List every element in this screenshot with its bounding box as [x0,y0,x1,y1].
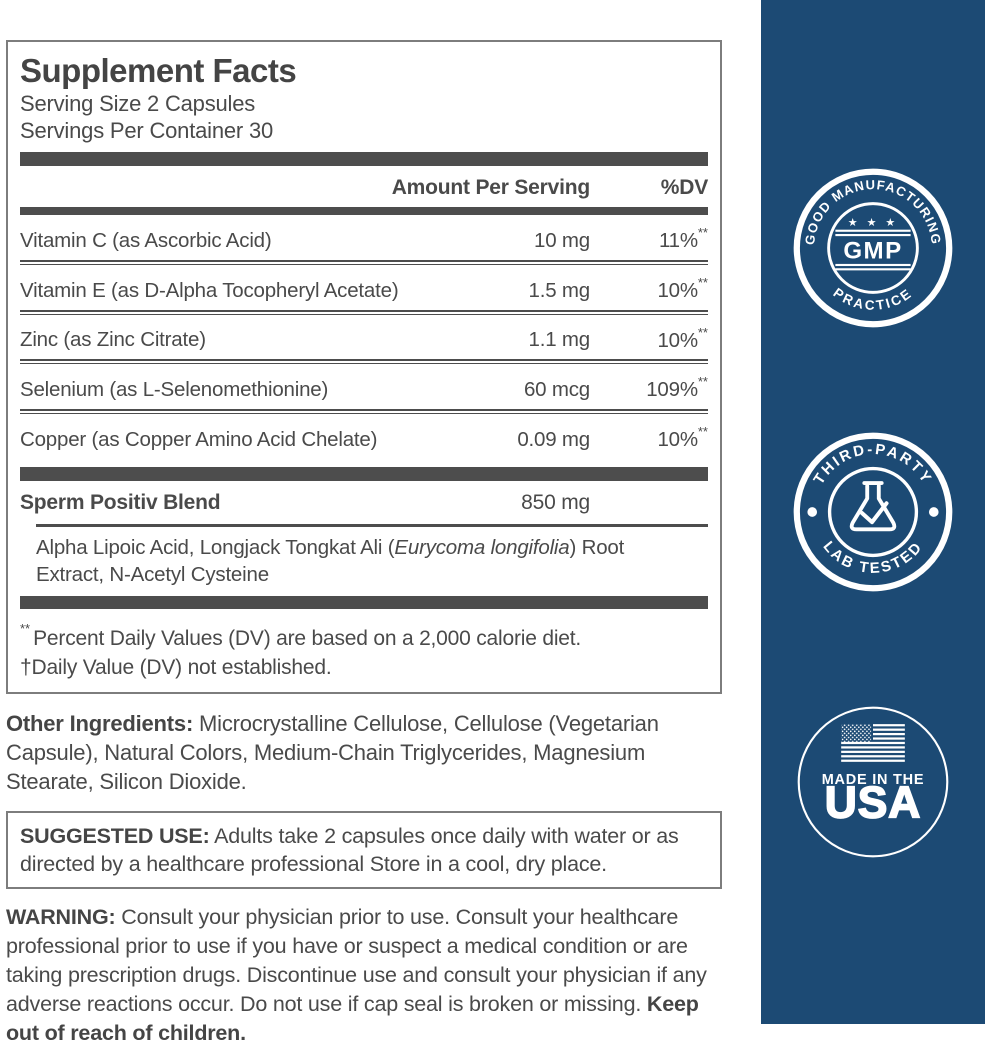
badge-outer-ring [793,168,953,328]
table-row: Vitamin E (as D-Alpha Tocopheryl Acetate… [20,265,708,310]
nutrient-amount: 0.09 mg [517,428,590,452]
gmp-rule [835,229,911,232]
row-separator [20,409,708,415]
divider-bar-thick [20,152,708,166]
other-ingredients-label: Other Ingredients: [6,711,194,737]
serving-size: Serving Size 2 Capsules [20,91,256,116]
nutrient-dv: 10%** [590,322,708,354]
nutrient-amount: 10 mg [534,228,590,252]
us-flag-icon [841,724,905,762]
nutrient-amount: 60 mcg [523,378,590,402]
dv-note: ** [697,225,708,240]
nutrient-name: Vitamin E (as D-Alpha Tocopheryl Acetate… [20,278,399,302]
blend-ingredients-latin: Eurycoma longifolia [394,536,570,560]
column-header-amount: Amount Per Serving [391,176,590,199]
lab-tested-badge: THIRD-PARTY LAB TESTED [791,430,955,594]
warning: WARNING: Consult your physician prior to… [6,903,736,1048]
table-row: Zinc (as Zinc Citrate) 1.1 mg 10%** [20,315,708,360]
dot-right [928,507,939,517]
nutrient-dv: 10%** [590,421,708,453]
dv-value: 10% [657,278,698,302]
divider-bar-thick [20,467,708,482]
suggested-use-box: SUGGESTED USE: Adults take 2 capsules on… [6,811,722,890]
badge-outer-ring [797,706,949,858]
nutrient-amount: 1.1 mg [528,328,591,352]
made-in-usa-badge-icon: MADE IN THE USA [797,706,949,858]
usa-line1-text: MADE IN THE [822,772,925,788]
dv-value: 109% [646,378,698,402]
badge-outer-ring [793,432,953,592]
blend-ingredients-post: ) Root Extract, N-Acetyl Cysteine [36,536,625,587]
warning-label: WARNING: [6,905,116,930]
nutrient-name: Vitamin C (as Ascorbic Acid) [20,228,272,252]
gmp-badge-icon: GOOD MANUFACTURING PRACTICE ★ ★ ★ GMP [793,168,953,328]
other-ingredients-text: Microcrystalline Cellulose, Cellulose (V… [6,711,659,795]
dv-note: ** [697,274,708,290]
blend-underline [36,524,708,528]
divider-bar-thick [20,596,708,610]
blend-ingredients-pre: Alpha Lipoic Acid, Longjack Tongkat Ali … [36,536,395,560]
blend-amount: 850 mg [521,491,590,515]
gmp-rule [835,263,911,267]
lab-arc-bottom-text: LAB TESTED [820,538,927,577]
dv-note: ** [697,374,708,390]
footnote-dv: ** Percent Daily Values (DV) are based on… [20,618,708,653]
dot-left [807,507,818,517]
suggested-use-text: Adults take 2 capsules once daily with w… [20,824,679,877]
gmp-center-text: GMP [843,238,902,265]
label-left-column: Supplement Facts Serving Size 2 Capsules… [6,40,722,1048]
gmp-arc-bottom-text: PRACTICE [831,285,916,313]
footnote-asterisks: ** [20,621,31,637]
nutrient-dv: 109%** [590,371,708,403]
dv-value: 10% [657,428,698,452]
supplement-facts-panel: Supplement Facts Serving Size 2 Capsules… [6,40,722,695]
nutrient-name: Copper (as Copper Amino Acid Chelate) [20,428,378,452]
dv-note: ** [697,424,708,440]
nutrient-amount: 1.5 mg [528,278,591,302]
nutrient-dv: 10%** [590,272,708,304]
dv-note: ** [697,324,708,340]
divider-bar-medium [20,207,708,215]
badge-inner-circle [827,202,919,294]
blend-ingredients: Alpha Lipoic Acid, Longjack Tongkat Ali … [36,534,631,588]
footnote-dagger: †Daily Value (DV) not established. [20,656,332,680]
column-header-dv: %DV [660,176,708,199]
nutrient-name: Selenium (as L-Selenomethionine) [20,378,329,402]
table-row: Vitamin C (as Ascorbic Acid) 10 mg 11%** [20,215,708,260]
row-separator [20,259,708,265]
servings-per-container: Servings Per Container 30 [20,118,274,143]
nutrient-name: Zinc (as Zinc Citrate) [20,328,206,352]
blend-name: Sperm Positiv Blend [20,491,221,515]
usa-line2-text: USA [825,779,922,828]
navy-sidebar: GOOD MANUFACTURING PRACTICE ★ ★ ★ GMP TH… [761,0,985,1024]
gmp-badge: GOOD MANUFACTURING PRACTICE ★ ★ ★ GMP [791,166,955,330]
gmp-rule [835,268,911,271]
blend-row: Sperm Positiv Blend 850 mg [20,481,708,524]
flask-check-icon [849,481,897,532]
row-separator [20,309,708,315]
table-row: Copper (as Copper Amino Acid Chelate) 0.… [20,414,708,459]
lab-tested-badge-icon: THIRD-PARTY LAB TESTED [793,432,953,592]
nutrient-dv: 11%** [590,222,708,254]
panel-title: Supplement Facts [20,52,297,89]
badge-inner-circle [827,466,919,558]
footnotes: ** Percent Daily Values (DV) are based on… [20,618,708,682]
made-in-usa-badge: MADE IN THE USA [791,700,955,864]
warning-text: Consult your physician prior to use. Con… [6,905,707,1017]
table-row: Selenium (as L-Selenomethionine) 60 mcg … [20,364,708,409]
dv-value: 11% [658,228,698,252]
footnote-dv-text: Percent Daily Values (DV) are based on a… [33,627,582,651]
gmp-rule [835,234,911,237]
stars-icon: ★ ★ ★ [848,217,898,229]
dv-value: 10% [657,328,698,352]
suggested-use-label: SUGGESTED USE: [20,824,210,849]
other-ingredients: Other Ingredients: Microcrystalline Cell… [6,709,732,796]
table-header-row: Amount Per Serving %DV [20,166,708,207]
row-separator [20,359,708,365]
